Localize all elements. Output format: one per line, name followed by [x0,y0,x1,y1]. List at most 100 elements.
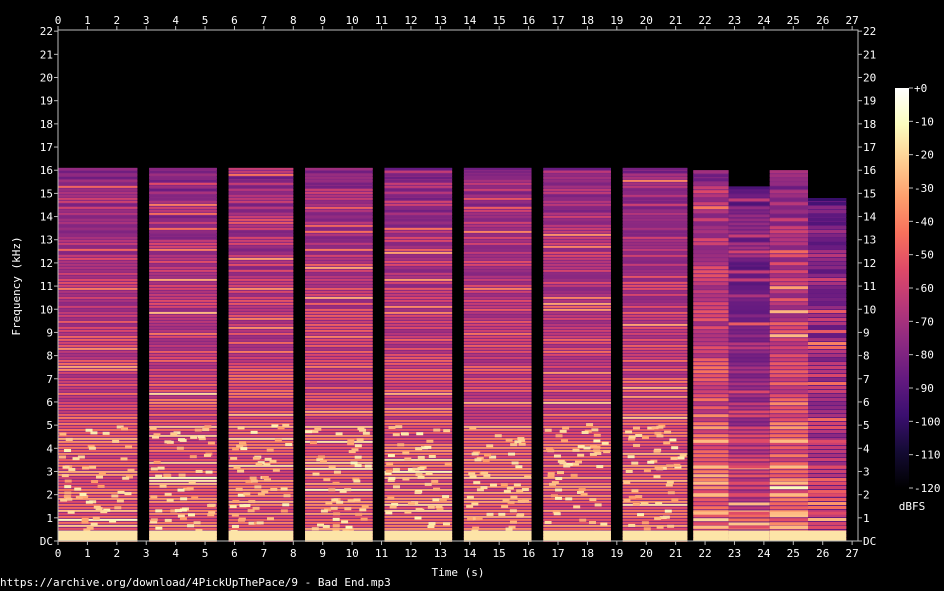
harmonic-band [305,296,373,299]
harmonic-band [58,482,138,485]
note-partial [557,459,565,463]
harmonic-band [622,278,688,281]
note-partial [388,476,396,480]
note-partial [102,431,110,435]
harmonic-band [384,167,453,170]
low-frequency-band [622,530,688,541]
harmonic-band [543,167,611,170]
y-tick-label: 4 [863,442,870,455]
harmonic-band [149,305,217,308]
harmonic-band [693,410,729,414]
harmonic-band [149,299,217,302]
harmonic-band [305,416,373,419]
harmonic-band [769,402,808,406]
harmonic-band [305,389,373,392]
harmonic-band [58,332,138,335]
harmonic-band [58,527,138,530]
note-partial [659,466,667,470]
note-partial [282,423,290,427]
tone-line [728,465,770,469]
harmonic-band [543,176,611,179]
note-partial [232,447,240,451]
harmonic-band [149,347,217,350]
harmonic-band [58,314,138,317]
harmonic-band [384,248,453,251]
harmonic-band [228,419,294,422]
note-partial [233,465,241,469]
harmonic-band [728,342,770,346]
note-partial [415,473,423,477]
note-partial [593,433,601,437]
harmonic-band [769,322,808,326]
harmonic-band [693,218,729,222]
harmonic-band [305,404,373,407]
harmonic-band [384,374,453,377]
tone-line [769,481,808,485]
note-partial [280,509,288,513]
harmonic-band [622,203,688,206]
note-partial [114,506,122,510]
harmonic-band [622,251,688,254]
harmonic-band [384,215,453,218]
harmonic-band [622,386,688,389]
harmonic-band [384,182,453,185]
harmonic-band [463,215,532,218]
harmonic-band [463,389,532,392]
harmonic-band [149,290,217,293]
harmonic-band [305,302,373,305]
harmonic-band [149,170,217,173]
harmonic-band [769,422,808,426]
harmonic-band [305,386,373,389]
harmonic-band [543,353,611,356]
harmonic-band [58,272,138,275]
note-partial [248,500,256,504]
note-partial [229,505,237,509]
harmonic-band [463,374,532,377]
harmonic-band [463,383,532,386]
harmonic-band [808,290,847,294]
harmonic-band [543,248,611,251]
note-partial [323,478,331,482]
harmonic-band [384,452,453,455]
note-partial [311,429,319,433]
harmonic-band [228,434,294,437]
harmonic-band [622,362,688,365]
harmonic-band [149,428,217,431]
harmonic-band [808,302,847,306]
harmonic-band [693,234,729,238]
harmonic-band [149,317,217,320]
colorbar-tick-label: -40 [914,215,934,228]
harmonic-band [384,245,453,248]
spectrogram-segment [228,167,294,542]
tone-line [769,493,808,497]
spectrogram-segment [693,170,729,542]
harmonic-band [149,287,217,290]
harmonic-band [149,224,217,227]
y-tick-label: 10 [863,303,876,316]
harmonic-band [543,365,611,368]
harmonic-band [543,245,611,248]
note-partial [559,461,567,465]
note-partial [513,483,521,487]
harmonic-band [693,230,729,234]
harmonic-band [228,245,294,248]
harmonic-band [543,512,611,515]
harmonic-band [228,380,294,383]
harmonic-band [305,170,373,173]
harmonic-band [384,179,453,182]
harmonic-band [305,206,373,209]
harmonic-band [228,512,294,515]
harmonic-band [463,245,532,248]
y-tick-label: 2 [863,489,870,502]
note-partial [427,525,435,529]
harmonic-band [543,359,611,362]
note-partial [62,465,70,469]
harmonic-band [693,358,729,362]
harmonic-band [463,254,532,257]
note-partial [565,462,573,466]
harmonic-band [463,332,532,335]
harmonic-band [463,197,532,200]
note-partial [425,471,433,475]
harmonic-band [728,450,770,454]
harmonic-band [384,332,453,335]
